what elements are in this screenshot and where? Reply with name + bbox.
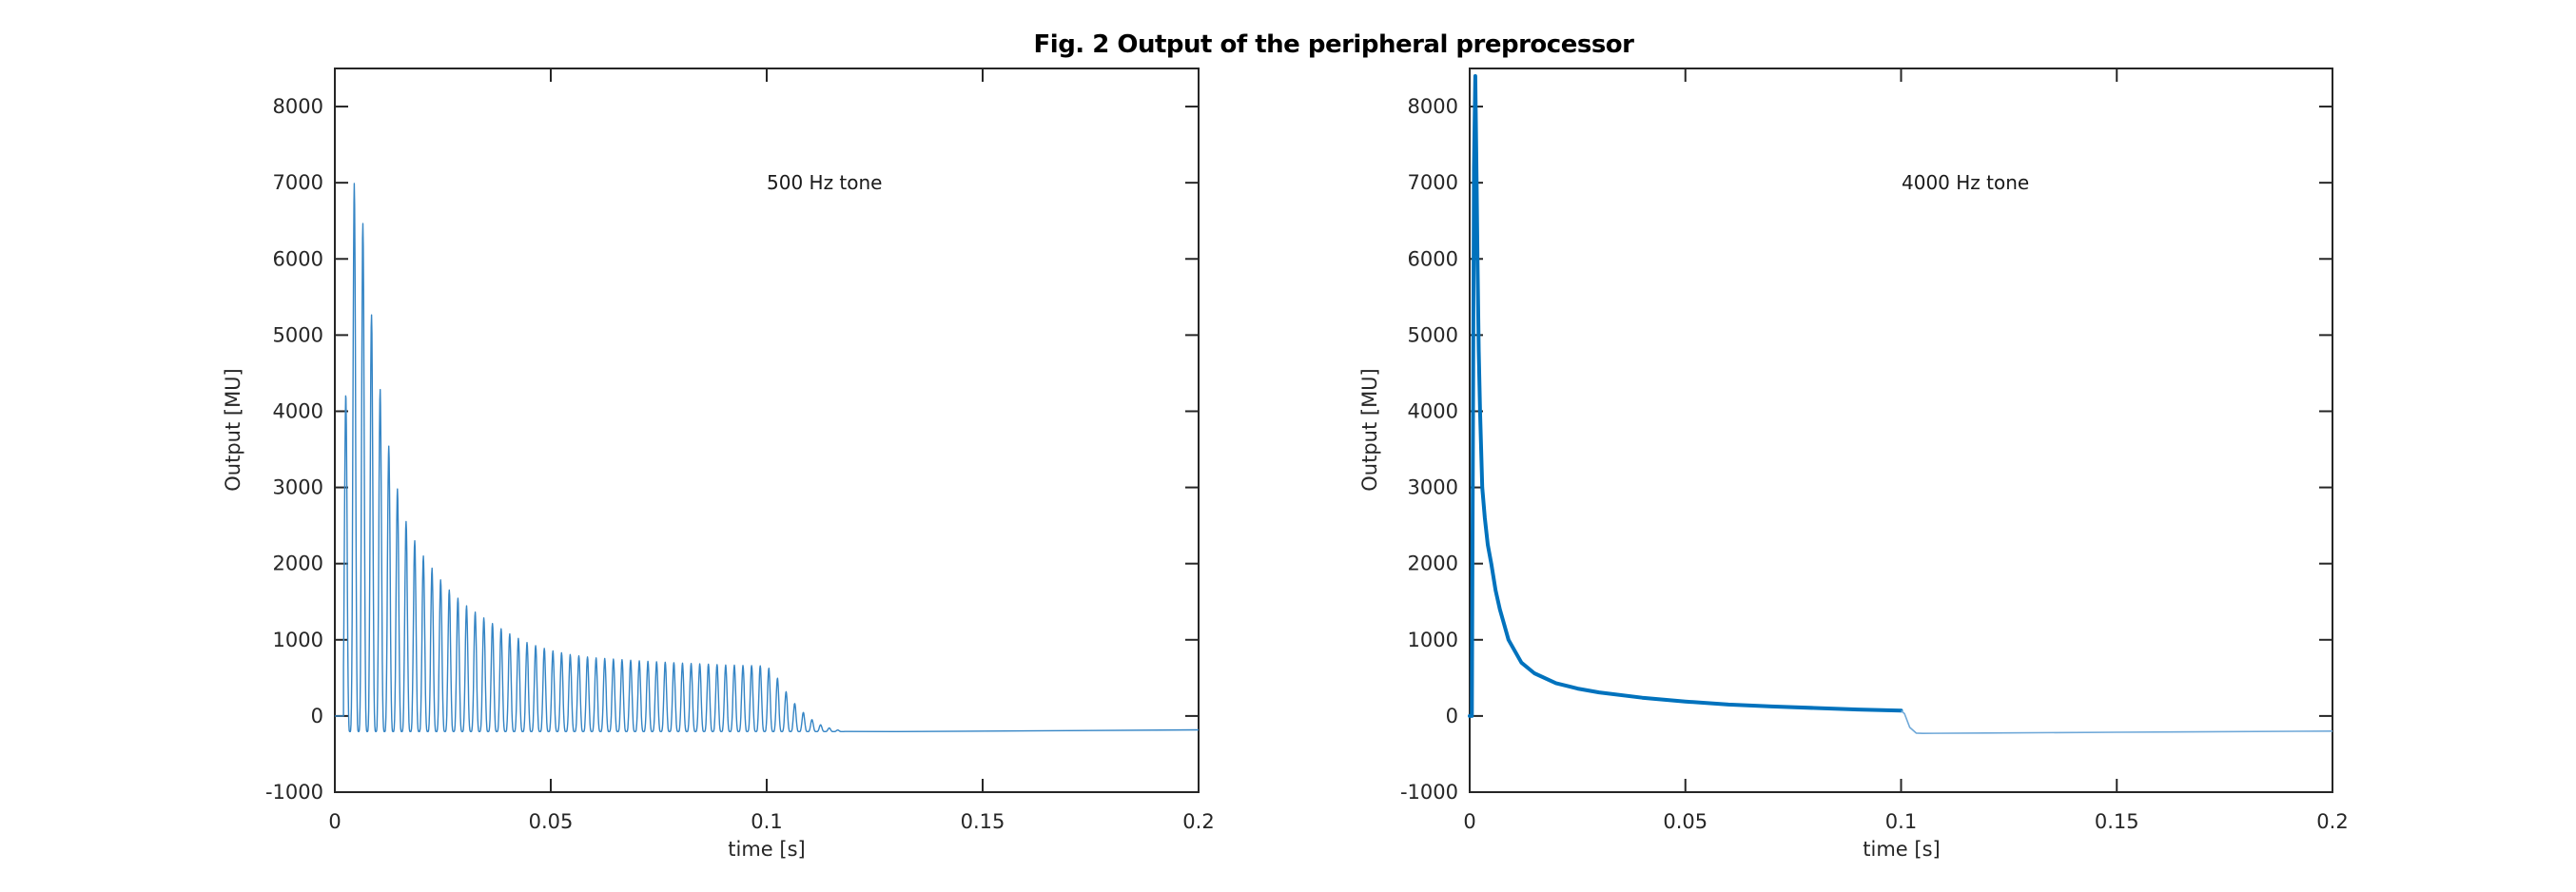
y-tick-label: 4000	[273, 399, 323, 422]
xlabel-left: time [s]	[728, 838, 805, 861]
y-tick-label: 0	[311, 705, 323, 727]
y-tick-label: 6000	[273, 247, 323, 270]
y-tick-label: 3000	[1408, 476, 1458, 499]
y-tick-label: 2000	[273, 553, 323, 575]
subplot-4000hz: 4000 Hz tone time [s] Output [MU] 0 0.05 0…	[1358, 68, 2349, 861]
x-tick-label: 0	[328, 810, 341, 833]
y-tick-label: 7000	[1408, 171, 1458, 194]
y-tick-label: 6000	[1408, 247, 1458, 270]
ylabel-left: Output [MU]	[222, 368, 244, 492]
y-tick-label: 5000	[273, 323, 323, 346]
x-tick-label: 0.2	[1182, 810, 1214, 833]
x-tick-label: 0.15	[2095, 810, 2139, 833]
x-tick-label: 0	[1463, 810, 1475, 833]
y-tick-label: 8000	[273, 95, 323, 118]
x-tick-label: 0.2	[2316, 810, 2348, 833]
figure-title: Fig. 2 Output of the peripheral preproce…	[1034, 30, 1635, 59]
waveform-4000hz-main	[1468, 74, 1903, 718]
y-tick-label: 8000	[1408, 95, 1458, 118]
y-tick-label: 2000	[1408, 553, 1458, 575]
xlabel-right: time [s]	[1863, 838, 1940, 861]
ylabel-right: Output [MU]	[1358, 368, 1381, 492]
x-tick-label: 0.05	[529, 810, 574, 833]
x-tick-label: 0.1	[1885, 810, 1917, 833]
x-tick-label: 0.05	[1663, 810, 1708, 833]
subplot-500hz: 500 Hz tone time [s] Output [MU] 0 0.05 0.…	[222, 68, 1215, 861]
y-tick-label: -1000	[1400, 781, 1458, 804]
x-tick-label: 0.15	[961, 810, 1005, 833]
y-tick-label: 7000	[273, 171, 323, 194]
y-tick-label: 3000	[273, 476, 323, 499]
x-tick-label: 0.1	[751, 810, 782, 833]
annotation-500hz: 500 Hz tone	[767, 171, 882, 194]
y-tick-label: 4000	[1408, 399, 1458, 422]
y-tick-label: -1000	[265, 781, 323, 804]
y-tick-label: 0	[1446, 705, 1458, 727]
y-tick-label: 1000	[1408, 629, 1458, 651]
y-tick-label: 1000	[273, 629, 323, 651]
annotation-4000hz: 4000 Hz tone	[1902, 171, 2029, 194]
y-tick-label: 5000	[1408, 323, 1458, 346]
waveform-4000hz-tail	[1900, 709, 2333, 734]
waveform-500hz	[335, 183, 1200, 732]
